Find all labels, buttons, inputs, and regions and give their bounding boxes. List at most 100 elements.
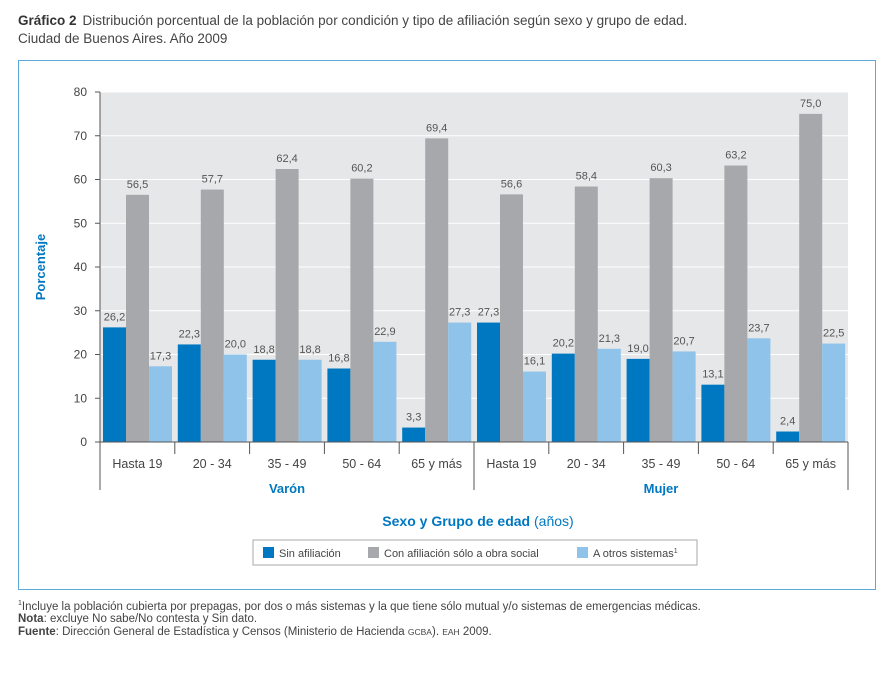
legend-box bbox=[252, 539, 698, 566]
data-label: 23,7 bbox=[748, 322, 769, 334]
legend-swatch bbox=[577, 547, 588, 558]
y-tick-label: 30 bbox=[74, 304, 88, 318]
legend-swatch bbox=[263, 547, 274, 558]
data-label: 56,6 bbox=[501, 178, 522, 190]
data-label: 22,3 bbox=[179, 328, 200, 340]
data-label: 18,8 bbox=[299, 344, 320, 356]
data-label: 18,8 bbox=[253, 344, 274, 356]
bar bbox=[747, 338, 771, 442]
bar bbox=[350, 178, 374, 442]
legend-swatch bbox=[368, 547, 379, 558]
bar bbox=[223, 354, 247, 442]
fuente-eah: EAH bbox=[442, 626, 460, 637]
data-label: 27,3 bbox=[449, 307, 470, 319]
data-label: 58,4 bbox=[576, 171, 597, 183]
figure-label: Gráfico 2 bbox=[18, 13, 77, 28]
nota-label: Nota bbox=[18, 613, 44, 626]
data-label: 19,0 bbox=[627, 343, 648, 355]
legend-label: Sin afiliación bbox=[279, 548, 341, 560]
data-label: 56,5 bbox=[127, 179, 148, 191]
footnote-1-marker: 1 bbox=[18, 600, 22, 607]
x-tick-label: Hasta 19 bbox=[486, 457, 536, 471]
bar bbox=[252, 359, 276, 442]
x-tick-label: Hasta 19 bbox=[112, 457, 162, 471]
bar bbox=[373, 341, 397, 442]
data-label: 21,3 bbox=[599, 333, 620, 345]
data-label: 22,5 bbox=[823, 328, 844, 340]
data-label: 16,1 bbox=[524, 356, 545, 368]
chart-frame bbox=[18, 60, 876, 590]
footnote-fuente: Fuente: Dirección General de Estadística… bbox=[18, 626, 878, 639]
bar bbox=[523, 371, 546, 442]
x-axis: Hasta 19 20 - 34 35 - 49 50 - 64 65 y más Has… bbox=[99, 441, 849, 496]
data-label: 22,9 bbox=[374, 326, 395, 338]
title-text: Distribución porcentual de la población … bbox=[82, 13, 688, 28]
bars bbox=[103, 113, 846, 442]
y-tick-label: 70 bbox=[74, 129, 88, 143]
data-label: 63,2 bbox=[725, 150, 746, 162]
x-tick-label: 65 y más bbox=[411, 457, 462, 471]
bar bbox=[298, 359, 322, 442]
legend: Sin afiliación Con afiliación sólo a obra… bbox=[252, 539, 698, 566]
bar bbox=[551, 353, 575, 442]
footnote-nota: Nota: excluye No sabe/No contesta y Sin … bbox=[18, 613, 878, 626]
fuente-gcba: GCBA bbox=[407, 626, 432, 637]
y-tick-label: 60 bbox=[74, 173, 88, 187]
y-tick-label: 50 bbox=[74, 216, 88, 230]
footnote-1: 1Incluye la población cubierta por prepa… bbox=[18, 598, 878, 613]
x-tick-label: 35 - 49 bbox=[642, 457, 681, 471]
footnote-1-text: Incluye la población cubierta por prepag… bbox=[21, 600, 701, 613]
bar bbox=[799, 113, 823, 442]
chart-title: Gráfico 2 Distribución porcentual de la p… bbox=[18, 12, 878, 48]
bar bbox=[649, 178, 673, 442]
data-label: 16,8 bbox=[328, 353, 349, 365]
x-tick-label: 50 - 64 bbox=[716, 457, 755, 471]
fuente-text-c: 2009. bbox=[459, 625, 492, 638]
x-axis-label-bold: Sexo y Grupo de edad bbox=[382, 513, 530, 529]
bar bbox=[776, 431, 800, 442]
bar bbox=[149, 366, 172, 442]
y-tick-label: 40 bbox=[74, 260, 88, 274]
data-label: 27,3 bbox=[478, 307, 499, 319]
x-tick-label: 20 - 34 bbox=[193, 457, 232, 471]
data-label: 13,1 bbox=[702, 369, 723, 381]
bar-chart: 0 10 20 30 40 50 60 70 80 26,2 56,5 17,3 22,3 57,7 20… bbox=[33, 85, 849, 566]
data-label: 20,2 bbox=[553, 338, 574, 350]
bar bbox=[701, 384, 725, 442]
x-tick-label: 65 y más bbox=[785, 457, 836, 471]
bar bbox=[477, 322, 500, 442]
bar bbox=[402, 427, 426, 442]
nota-text: : excluye No sabe/No contesta y Sin dato… bbox=[43, 613, 258, 626]
bar bbox=[126, 194, 149, 442]
bar bbox=[626, 358, 650, 442]
bar bbox=[327, 368, 351, 442]
data-label: 3,3 bbox=[406, 412, 421, 424]
data-label: 69,4 bbox=[426, 122, 447, 134]
x-axis-label: Sexo y Grupo de edad (años) bbox=[382, 513, 573, 529]
bar bbox=[724, 165, 748, 442]
y-tick-label: 80 bbox=[74, 85, 88, 99]
y-axis-label: Porcentaje bbox=[33, 234, 48, 300]
bar bbox=[822, 343, 846, 442]
title-subtext: Ciudad de Buenos Aires. Año 2009 bbox=[18, 31, 228, 46]
fuente-label: Fuente bbox=[18, 625, 56, 638]
bar bbox=[275, 169, 299, 442]
data-label: 75,0 bbox=[800, 98, 821, 110]
bar bbox=[672, 351, 696, 442]
bar bbox=[448, 322, 472, 442]
x-tick-label: 20 - 34 bbox=[567, 457, 606, 471]
data-label: 60,3 bbox=[650, 162, 671, 174]
data-label: 57,7 bbox=[202, 174, 223, 186]
bar bbox=[500, 194, 523, 442]
y-tick-label: 10 bbox=[74, 391, 88, 405]
bar bbox=[425, 138, 449, 442]
bar bbox=[103, 327, 126, 442]
data-label: 20,0 bbox=[225, 339, 246, 351]
legend-label: A otros sistemas1 bbox=[593, 548, 678, 560]
y-tick-label: 0 bbox=[80, 435, 87, 449]
bar bbox=[200, 189, 224, 442]
x-tick-label: 35 - 49 bbox=[268, 457, 307, 471]
x-axis-label-unit: (años) bbox=[530, 513, 574, 529]
legend-footnote-marker: 1 bbox=[674, 548, 678, 555]
data-label: 17,3 bbox=[150, 350, 171, 362]
